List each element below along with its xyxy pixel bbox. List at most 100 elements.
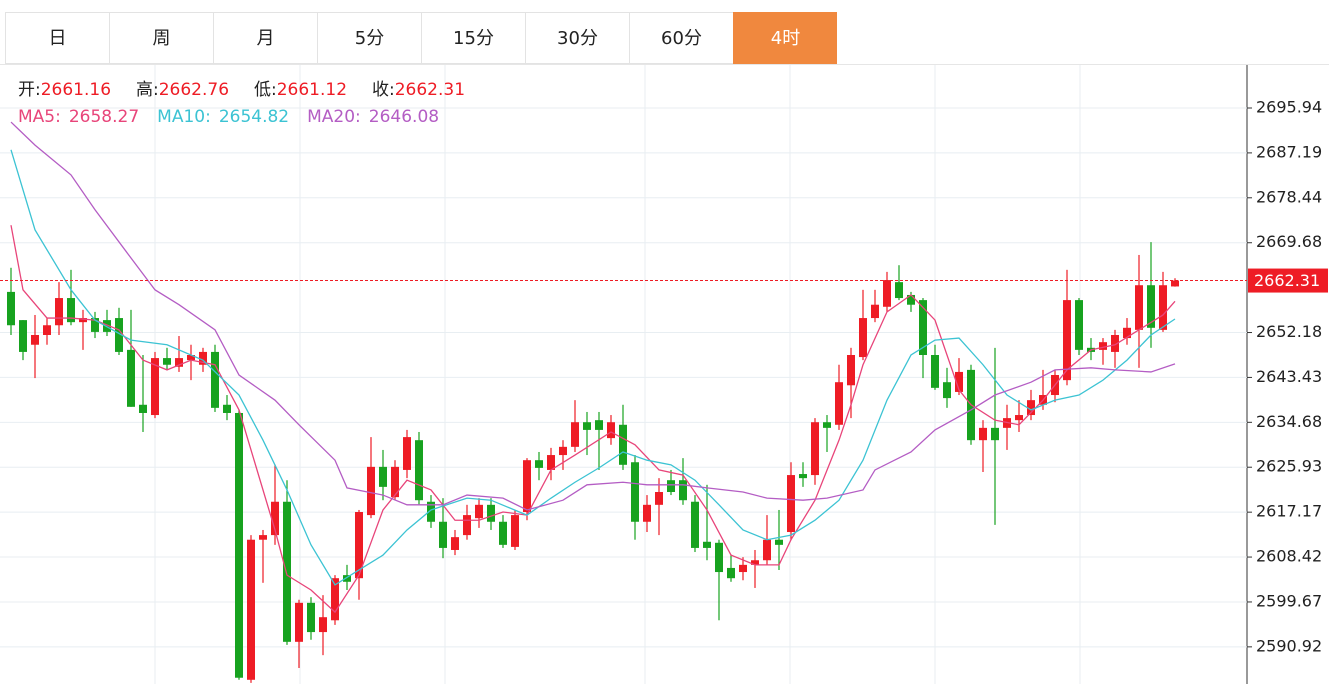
candle-body bbox=[139, 404, 147, 413]
ma-line bbox=[10, 225, 1176, 614]
candle-body bbox=[331, 578, 339, 621]
y-tick-label: 2634.68 bbox=[1256, 412, 1322, 431]
candle-body bbox=[319, 617, 327, 633]
candle-body bbox=[511, 515, 519, 547]
period-tab[interactable]: 4时 bbox=[733, 12, 837, 64]
candle-body bbox=[463, 515, 471, 536]
y-tick-label: 2617.17 bbox=[1256, 502, 1322, 521]
candle-body bbox=[355, 512, 363, 579]
candle-body bbox=[1147, 285, 1155, 328]
period-tab[interactable]: 日 bbox=[5, 12, 109, 64]
candle-body bbox=[943, 382, 951, 399]
candle-body bbox=[223, 404, 231, 413]
candle-body bbox=[403, 437, 411, 470]
period-tab[interactable]: 15分 bbox=[421, 12, 525, 64]
candle-body bbox=[655, 491, 663, 505]
candle-body bbox=[259, 535, 267, 540]
candle-body bbox=[583, 422, 591, 430]
candle-body bbox=[1159, 285, 1167, 330]
ma-legend-name: MA5: bbox=[18, 107, 61, 127]
candle-body bbox=[367, 466, 375, 516]
candle-body bbox=[823, 422, 831, 428]
candle-body bbox=[595, 420, 603, 430]
candle-body bbox=[427, 501, 435, 522]
candle-body bbox=[487, 504, 495, 522]
candle-body bbox=[175, 358, 183, 367]
candle-body bbox=[847, 355, 855, 386]
vertical-grid bbox=[154, 65, 1081, 684]
candle-body bbox=[763, 539, 771, 561]
current-price-tag bbox=[1248, 268, 1328, 293]
candle-body bbox=[103, 320, 111, 332]
ohlc-label: 低: bbox=[254, 80, 277, 100]
ohlc-value: 2661.12 bbox=[277, 80, 347, 100]
y-tick-label: 2678.44 bbox=[1256, 187, 1322, 206]
ma-legend-value: 2658.27 bbox=[69, 107, 139, 127]
candle-body bbox=[883, 280, 891, 307]
ma-legend-value: 2654.82 bbox=[219, 107, 289, 127]
candle-body bbox=[1135, 285, 1143, 330]
divider bbox=[0, 64, 1329, 65]
period-tab[interactable]: 周 bbox=[109, 12, 213, 64]
candle-body bbox=[475, 504, 483, 519]
candle-body bbox=[835, 382, 843, 425]
candle-body bbox=[127, 349, 135, 407]
candle-body bbox=[43, 325, 51, 335]
candle-body bbox=[439, 521, 447, 548]
candle-body bbox=[199, 351, 207, 365]
candle-body bbox=[19, 320, 27, 352]
candle-body bbox=[715, 542, 723, 573]
candle-body bbox=[739, 564, 747, 573]
candle-body bbox=[1075, 300, 1083, 350]
ohlc-label: 收: bbox=[372, 80, 395, 100]
y-tick-label: 2625.93 bbox=[1256, 457, 1322, 476]
y-tick-label: 2643.43 bbox=[1256, 367, 1322, 386]
candle-body bbox=[523, 460, 531, 513]
candle-body bbox=[499, 521, 507, 545]
candle-body bbox=[703, 541, 711, 548]
y-tick-label: 2695.94 bbox=[1256, 97, 1322, 116]
period-tab[interactable]: 5分 bbox=[317, 12, 421, 64]
candle-body bbox=[1171, 280, 1179, 287]
y-tick-label: 2669.68 bbox=[1256, 232, 1322, 251]
candle-body bbox=[811, 422, 819, 476]
period-tabs: 日周月 5分 15分 30分 60分 4时 bbox=[5, 12, 837, 64]
candle-body bbox=[295, 602, 303, 642]
candle-body bbox=[907, 294, 915, 305]
candle-body bbox=[619, 424, 627, 465]
candle-body bbox=[559, 446, 567, 456]
candle-body bbox=[211, 351, 219, 408]
candle-body bbox=[55, 298, 63, 326]
candle-body bbox=[643, 504, 651, 522]
ma-legend-name: MA20: bbox=[307, 107, 361, 127]
candle-body bbox=[919, 300, 927, 356]
period-tab[interactable]: 60分 bbox=[629, 12, 733, 64]
y-tick-label: 2652.18 bbox=[1256, 322, 1322, 341]
ohlc-value: 2661.16 bbox=[41, 80, 111, 100]
ohlc-label: 高: bbox=[136, 80, 159, 100]
candle-body bbox=[31, 334, 39, 345]
period-tab[interactable]: 月 bbox=[213, 12, 317, 64]
candle-body bbox=[1027, 400, 1035, 416]
candle-body bbox=[391, 466, 399, 498]
ma-legend-name: MA10: bbox=[157, 107, 211, 127]
current-price-label: 2662.31 bbox=[1254, 271, 1320, 290]
candle-body bbox=[751, 560, 759, 565]
ohlc-value: 2662.76 bbox=[159, 80, 229, 100]
y-tick-label: 2590.92 bbox=[1256, 636, 1322, 655]
candle-body bbox=[283, 501, 291, 642]
y-tick-label: 2687.19 bbox=[1256, 142, 1322, 161]
candle-body bbox=[271, 501, 279, 536]
candle-body bbox=[247, 539, 255, 680]
candle-body bbox=[775, 539, 783, 545]
candle-body bbox=[7, 291, 15, 326]
candle-body bbox=[859, 318, 867, 358]
candle-body bbox=[667, 480, 675, 492]
candle-body bbox=[991, 427, 999, 441]
candle-body bbox=[931, 355, 939, 388]
candle-body bbox=[727, 567, 735, 579]
candle-body bbox=[343, 575, 351, 582]
period-tab[interactable]: 30分 bbox=[525, 12, 629, 64]
